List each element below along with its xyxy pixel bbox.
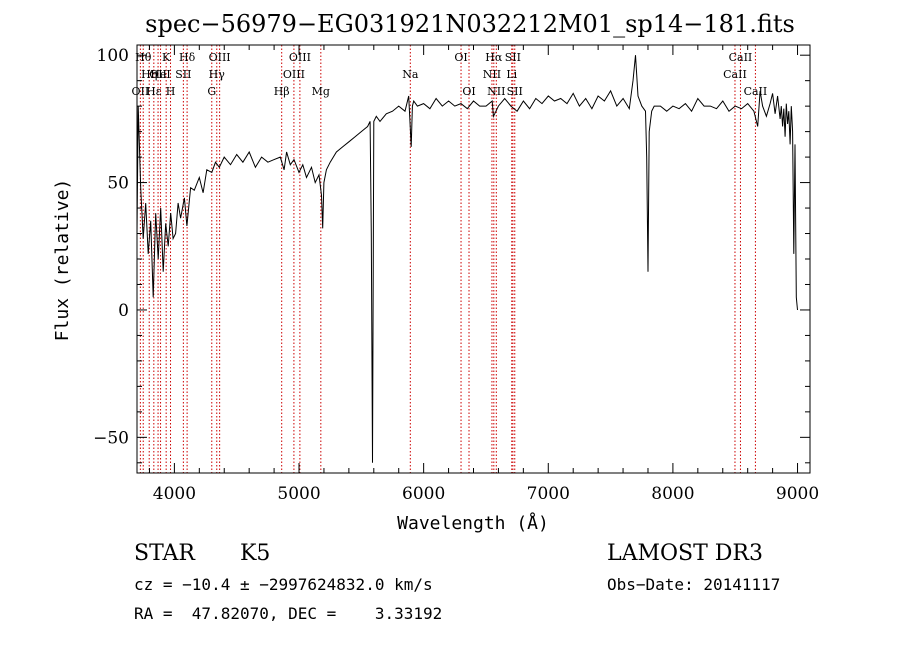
x-tick-label: 6000: [402, 484, 445, 504]
line-marker-label: OI: [462, 85, 475, 98]
line-marker-label: H: [166, 85, 176, 98]
line-marker-label: NII: [487, 85, 505, 98]
object-class: STAR: [134, 541, 196, 566]
x-tick-label: 7000: [527, 484, 570, 504]
y-tick-label: 0: [118, 301, 129, 321]
redshift-text: cz = −10.4 ± −2997624832.0 km/s: [134, 575, 433, 594]
line-marker-label: OIII: [283, 68, 305, 81]
line-marker-label: Hε: [146, 85, 162, 98]
line-marker-label: Hθ: [135, 51, 152, 64]
line-marker-label: OII: [149, 68, 167, 81]
x-tick-label: 5000: [277, 484, 320, 504]
line-marker-label: NII: [483, 68, 501, 81]
x-axis-label: Wavelength (Å): [397, 512, 549, 534]
line-marker-label: K: [162, 51, 171, 64]
y-tick-label: −50: [93, 428, 129, 448]
x-tick-label: 9000: [776, 484, 819, 504]
spectral-line-labels: OIIHθHηHεOIIHeIKHSIIHδGHγOIIIHβOIIIOIIIM…: [132, 51, 768, 98]
line-marker-label: Mg: [312, 85, 330, 98]
obs-date-text: Obs−Date: 20141117: [607, 575, 780, 594]
line-marker-label: SII: [175, 68, 191, 81]
line-marker-label: HeI: [150, 68, 170, 81]
line-marker-label: Hα: [485, 51, 503, 64]
line-marker-label: Hγ: [209, 68, 226, 81]
line-marker-label: OIII: [209, 51, 231, 64]
line-marker-label: OII: [132, 85, 150, 98]
y-tick-label: 50: [107, 174, 129, 194]
line-marker-label: OI: [454, 51, 467, 64]
spectral-line-markers: [139, 45, 756, 473]
radec-text: RA = 47.82070, DEC = 3.33192: [134, 604, 442, 623]
line-marker-label: Hδ: [179, 51, 196, 64]
line-marker-label: G: [207, 85, 216, 98]
object-subclass: K5: [240, 541, 270, 566]
line-marker-label: CaII: [723, 68, 747, 81]
y-axis-label: Flux (relative): [52, 179, 73, 342]
spectrum-line: [136, 55, 798, 463]
line-marker-label: SII: [505, 51, 521, 64]
line-marker-label: Hη: [141, 68, 157, 81]
line-marker-label: Li: [506, 68, 517, 81]
x-tick-label: 8000: [651, 484, 694, 504]
x-tick-label: 4000: [153, 484, 196, 504]
line-marker-label: CaII: [729, 51, 753, 64]
y-tick-labels: −50 0 50 100: [93, 46, 129, 448]
chart-title: spec−56979−EG031921N032212M01_sp14−181.f…: [145, 10, 795, 38]
x-tick-labels: 4000 5000 6000 7000 8000 9000: [153, 484, 819, 504]
line-marker-label: CaII: [744, 85, 768, 98]
survey-label: LAMOST DR3: [607, 541, 763, 566]
line-marker-label: Na: [402, 68, 419, 81]
line-marker-label: Hβ: [274, 85, 290, 98]
axis-ticks: [137, 45, 810, 473]
y-tick-label: 100: [97, 46, 129, 66]
line-marker-label: OIII: [289, 51, 311, 64]
line-marker-label: SII: [507, 85, 523, 98]
plot-frame: [136, 44, 811, 474]
